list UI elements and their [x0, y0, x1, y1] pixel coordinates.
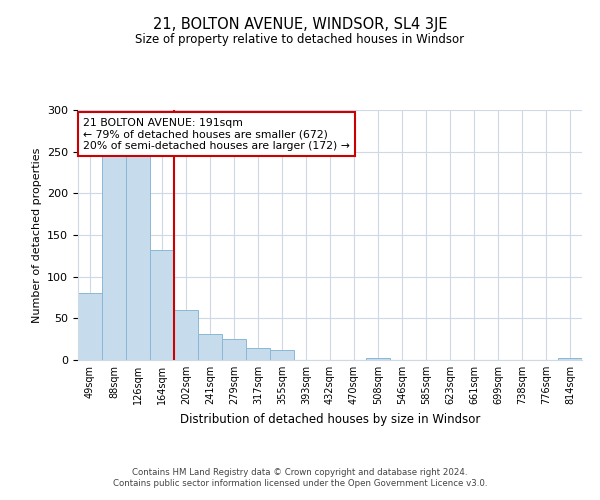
Y-axis label: Number of detached properties: Number of detached properties	[32, 148, 41, 322]
Bar	[222, 339, 246, 360]
Bar	[246, 348, 270, 360]
Text: 21, BOLTON AVENUE, WINDSOR, SL4 3JE: 21, BOLTON AVENUE, WINDSOR, SL4 3JE	[153, 18, 447, 32]
Bar	[174, 310, 198, 360]
Bar	[366, 358, 390, 360]
Bar	[558, 358, 582, 360]
X-axis label: Distribution of detached houses by size in Windsor: Distribution of detached houses by size …	[180, 412, 480, 426]
Bar	[270, 350, 294, 360]
Bar	[150, 250, 174, 360]
Bar	[102, 151, 126, 360]
Bar	[78, 294, 102, 360]
Bar	[198, 334, 222, 360]
Bar	[126, 154, 150, 360]
Text: Size of property relative to detached houses in Windsor: Size of property relative to detached ho…	[136, 32, 464, 46]
Text: 21 BOLTON AVENUE: 191sqm
← 79% of detached houses are smaller (672)
20% of semi-: 21 BOLTON AVENUE: 191sqm ← 79% of detach…	[83, 118, 350, 150]
Text: Contains HM Land Registry data © Crown copyright and database right 2024.
Contai: Contains HM Land Registry data © Crown c…	[113, 468, 487, 487]
